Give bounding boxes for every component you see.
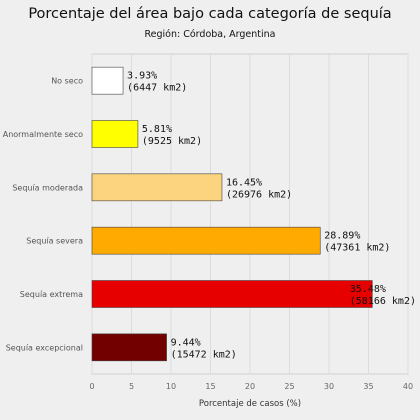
category-label: Sequía extrema xyxy=(20,290,83,299)
data-label-percent: 3.93% xyxy=(127,71,157,82)
x-tick-label: 35 xyxy=(363,382,373,391)
x-tick-label: 5 xyxy=(129,382,134,391)
x-tick-label: 25 xyxy=(284,382,294,391)
x-tick-labels: 0 5 10 15 20 25 30 35 40 xyxy=(89,382,413,391)
bar xyxy=(91,120,139,148)
x-tick-label: 20 xyxy=(245,382,255,391)
data-label-percent: 5.81% xyxy=(142,124,172,135)
category-labels: No seco Anormalmente seco Sequía moderada S… xyxy=(3,77,83,353)
data-label-percent: 9.44% xyxy=(171,337,201,348)
bar xyxy=(91,333,167,362)
x-tick-label: 10 xyxy=(166,382,176,391)
data-label-area: (15472 km2) xyxy=(171,349,237,360)
bar xyxy=(91,280,373,308)
chart-title: Porcentaje del área bajo cada categoría … xyxy=(28,6,391,22)
data-label-area: (26976 km2) xyxy=(226,189,292,200)
data-label-area: (47361 km2) xyxy=(324,243,390,254)
bar xyxy=(91,173,223,202)
x-tick-label: 30 xyxy=(324,382,334,391)
data-label-area: (6447 km2) xyxy=(127,83,187,94)
data-labels: 3.93%(6447 km2) 5.81%(9525 km2) 16.45%(269… xyxy=(127,71,416,361)
bar xyxy=(91,66,124,95)
category-label: Sequía moderada xyxy=(12,183,83,192)
data-label-percent: 35.48% xyxy=(350,284,386,295)
x-axis-label: Porcentaje de casos (%) xyxy=(199,399,301,409)
category-label: Anormalmente seco xyxy=(3,130,83,139)
x-tick-label: 40 xyxy=(403,382,413,391)
x-tick-label: 15 xyxy=(205,382,215,391)
data-label-percent: 28.89% xyxy=(324,231,360,242)
bar xyxy=(91,226,321,255)
grid-lines xyxy=(91,54,409,374)
bars-group xyxy=(91,66,373,362)
category-label: No seco xyxy=(51,77,83,86)
category-label: Sequía excepcional xyxy=(6,343,83,352)
data-label-area: (9525 km2) xyxy=(142,136,202,147)
data-label-percent: 16.45% xyxy=(226,177,262,188)
data-label-area: (58166 km2) xyxy=(350,296,416,307)
chart-subtitle: Región: Córdoba, Argentina xyxy=(144,29,275,40)
category-label: Sequía severa xyxy=(26,237,83,246)
x-tick-label: 0 xyxy=(89,382,94,391)
